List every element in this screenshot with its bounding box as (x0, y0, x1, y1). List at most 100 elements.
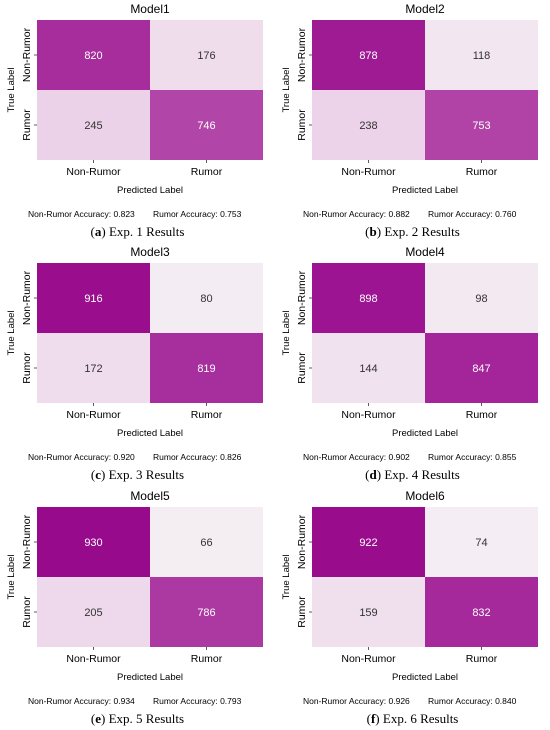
y-tick-label: Non-Rumor (296, 27, 308, 82)
rumor-accuracy-text: Rumor Accuracy: 0.753 (153, 209, 242, 219)
x-tick-label: Non-Rumor (341, 653, 396, 665)
chart-title: Model1 (130, 2, 170, 16)
heatmap-cell (312, 577, 425, 647)
heatmap-cell (425, 507, 538, 577)
cell-value-label: 832 (472, 607, 490, 619)
x-tick-label: Non-Rumor (66, 166, 121, 178)
caption-letter: (b) (365, 224, 382, 239)
x-axis-label: Predicted Label (392, 185, 458, 196)
non-rumor-accuracy-text: Non-Rumor Accuracy: 0.823 (28, 209, 135, 219)
heatmap-cell (425, 90, 538, 160)
heatmap-cell (150, 90, 263, 160)
heatmap-cell (425, 333, 538, 403)
panel-caption: (f) Exp. 6 Results (275, 711, 550, 727)
confusion-matrix-panel: Model4 898 98 144 847 Non-Rumor Rumor True Labe… (275, 243, 550, 486)
y-tick-label: Non-Rumor (21, 270, 33, 325)
x-axis-label: Predicted Label (117, 185, 183, 196)
y-tick-label: Rumor (296, 352, 308, 384)
heatmap-cell (425, 263, 538, 333)
rumor-accuracy-text: Rumor Accuracy: 0.840 (428, 696, 517, 706)
x-axis-label: Predicted Label (117, 428, 183, 439)
heatmap-chart: Model5 930 66 205 786 Non-Rumor Rumor True Labe… (6, 489, 263, 706)
y-tick-label: Non-Rumor (296, 514, 308, 569)
chart-title: Model4 (405, 245, 445, 259)
y-axis-label: True Label (6, 310, 17, 355)
y-tick-label: Rumor (21, 352, 33, 384)
confusion-matrix-panel: Model5 930 66 205 786 Non-Rumor Rumor True Labe… (0, 487, 275, 730)
cell-value-label: 245 (84, 120, 102, 132)
cell-value-label: 820 (84, 50, 102, 62)
heatmap-cell (425, 20, 538, 90)
cell-value-label: 916 (84, 293, 102, 305)
caption-letter: (a) (90, 224, 106, 239)
caption-text: Exp. 3 Results (105, 467, 185, 482)
cell-value-label: 80 (200, 293, 212, 305)
rumor-accuracy-text: Rumor Accuracy: 0.826 (153, 452, 242, 462)
heatmap-cell (150, 20, 263, 90)
heatmap-cell (312, 20, 425, 90)
y-tick-label: Non-Rumor (21, 27, 33, 82)
cell-value-label: 746 (197, 120, 215, 132)
x-axis-label: Predicted Label (392, 428, 458, 439)
rumor-accuracy-text: Rumor Accuracy: 0.760 (428, 209, 517, 219)
caption-text: Exp. 2 Results (381, 224, 460, 239)
caption-text: Exp. 6 Results (379, 711, 459, 726)
x-tick-label: Non-Rumor (66, 653, 121, 665)
x-tick-label: Rumor (466, 409, 498, 421)
chart-title: Model3 (130, 245, 170, 259)
heatmap-cell (37, 20, 150, 90)
caption-letter: (f) (366, 711, 380, 726)
caption-text: Exp. 4 Results (381, 467, 460, 482)
non-rumor-accuracy-text: Non-Rumor Accuracy: 0.902 (303, 452, 410, 462)
y-axis-label: True Label (281, 310, 292, 355)
chart-title: Model6 (405, 489, 445, 503)
cell-value-label: 922 (359, 537, 377, 549)
heatmap-cell (150, 577, 263, 647)
cell-value-label: 98 (475, 293, 487, 305)
x-tick-label: Non-Rumor (66, 409, 121, 421)
cell-value-label: 819 (197, 363, 215, 375)
non-rumor-accuracy-text: Non-Rumor Accuracy: 0.934 (28, 696, 135, 706)
heatmap-chart: Model2 878 118 238 753 Non-Rumor Rumor True Lab… (281, 2, 538, 219)
y-tick-label: Rumor (21, 596, 33, 628)
cell-value-label: 176 (197, 50, 215, 62)
heatmap-cell (312, 90, 425, 160)
y-tick-label: Rumor (21, 109, 33, 141)
cell-value-label: 159 (359, 607, 377, 619)
heatmap-cell (37, 577, 150, 647)
panel-caption: (e) Exp. 5 Results (0, 711, 275, 727)
caption-text: Exp. 1 Results (105, 224, 185, 239)
heatmap-cell (312, 263, 425, 333)
caption-letter: (e) (90, 711, 106, 726)
panel-caption: (c) Exp. 3 Results (0, 467, 275, 483)
heatmap-cell (312, 333, 425, 403)
confusion-matrix-panel: Model6 922 74 159 832 Non-Rumor Rumor True Labe… (275, 487, 550, 730)
x-tick-label: Rumor (191, 409, 223, 421)
cell-value-label: 878 (359, 50, 377, 62)
heatmap-chart: Model6 922 74 159 832 Non-Rumor Rumor True Labe… (281, 489, 538, 706)
chart-title: Model2 (405, 2, 445, 16)
x-tick-label: Rumor (191, 166, 223, 178)
cell-value-label: 898 (359, 293, 377, 305)
heatmap-chart: Model1 820 176 245 746 Non-Rumor Rumor True Lab… (6, 2, 263, 219)
x-tick-label: Non-Rumor (341, 166, 396, 178)
x-tick-label: Rumor (191, 653, 223, 665)
heatmap-cell (150, 263, 263, 333)
caption-text: Exp. 5 Results (105, 711, 185, 726)
non-rumor-accuracy-text: Non-Rumor Accuracy: 0.920 (28, 452, 135, 462)
panel-caption: (b) Exp. 2 Results (275, 224, 550, 240)
cell-value-label: 847 (472, 363, 490, 375)
heatmap-cell (150, 507, 263, 577)
heatmap-cell (312, 507, 425, 577)
x-axis-label: Predicted Label (117, 672, 183, 683)
panel-caption: (a) Exp. 1 Results (0, 224, 275, 240)
panel-caption: (d) Exp. 4 Results (275, 467, 550, 483)
confusion-matrix-panel: Model2 878 118 238 753 Non-Rumor Rumor True Lab… (275, 0, 550, 243)
y-tick-label: Rumor (296, 109, 308, 141)
cell-value-label: 205 (84, 607, 102, 619)
heatmap-cell (150, 333, 263, 403)
x-tick-label: Rumor (466, 653, 498, 665)
cell-value-label: 238 (359, 120, 377, 132)
caption-letter: (c) (90, 467, 106, 482)
